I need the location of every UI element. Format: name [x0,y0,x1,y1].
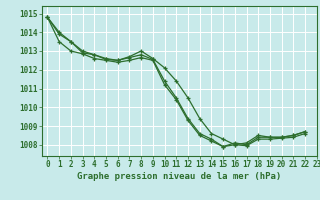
X-axis label: Graphe pression niveau de la mer (hPa): Graphe pression niveau de la mer (hPa) [77,172,281,181]
